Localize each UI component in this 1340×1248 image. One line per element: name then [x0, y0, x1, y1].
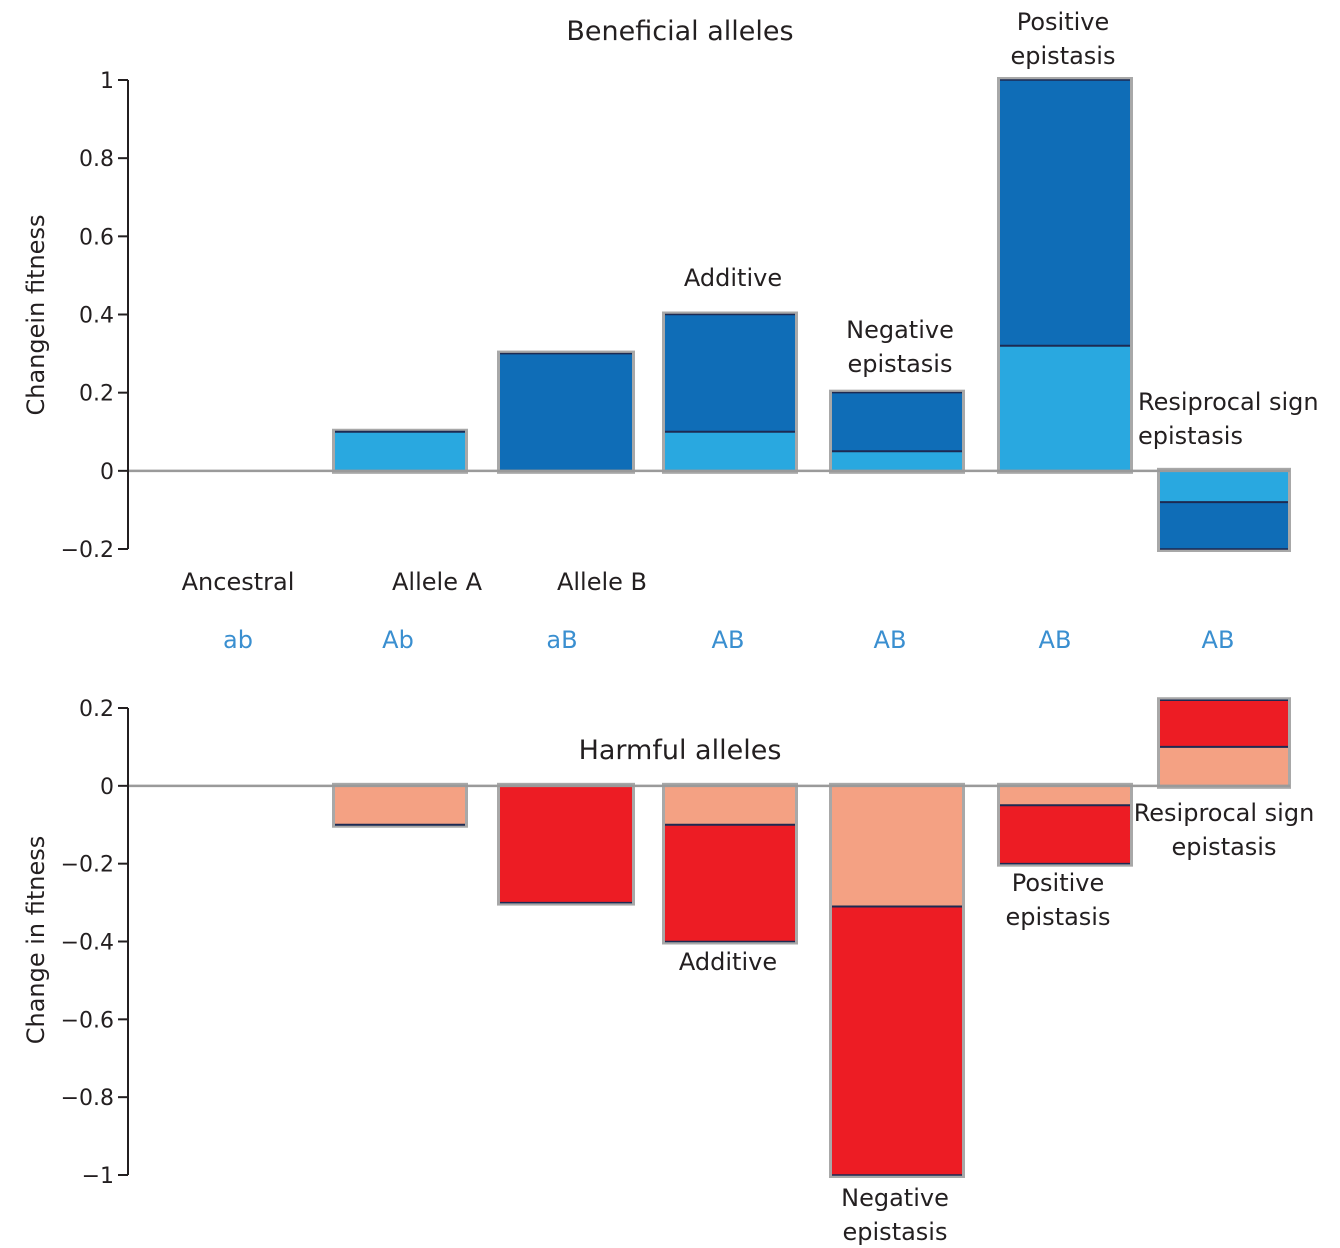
bar-segment-dark	[500, 785, 632, 903]
bar-annotation: Additive	[684, 264, 782, 292]
bar-annotation: Positive epistasis	[1006, 869, 1111, 931]
bar-annotation: Negative epistasis	[846, 316, 954, 378]
category-labels: Ancestral Allele A Allele B ab Ab aB AB AB AB AB	[182, 568, 1235, 654]
y-tick-label: −0.2	[61, 538, 114, 563]
chart-title: Beneficial alleles	[566, 16, 793, 47]
y-axis-label: Changein fitness	[22, 215, 50, 416]
bar-annotation: Resiprocal sign epistasis	[1138, 388, 1319, 450]
genotype-label: AB	[874, 626, 907, 654]
y-tick-label: 0	[100, 460, 114, 485]
bar-segment-light	[1160, 470, 1288, 503]
y-tick-label: 0.2	[79, 382, 114, 407]
bar-segment-light	[1160, 746, 1288, 786]
category-label: Allele B	[557, 568, 647, 596]
bar-segment-light	[665, 431, 795, 471]
bar-segment-dark	[1160, 700, 1288, 747]
y-tick-label: 0.4	[79, 304, 114, 329]
bar-segment-light	[1000, 345, 1130, 471]
bar-annotation: Resiprocal sign epistasis	[1134, 799, 1315, 861]
y-tick-label: −1	[82, 1164, 114, 1189]
y-tick-label: −0.2	[61, 853, 114, 878]
y-tick-label: 0.8	[79, 147, 114, 172]
y-tick-label: −0.4	[61, 931, 114, 956]
y-tick-label: 0	[100, 775, 114, 800]
bars-group	[332, 77, 1291, 552]
y-tick-label: 1	[100, 69, 114, 94]
bar-segment-dark	[500, 353, 632, 471]
genotype-label: AB	[712, 626, 745, 654]
genotype-label: Ab	[382, 626, 414, 654]
genotype-label: AB	[1202, 626, 1235, 654]
category-label: Allele A	[392, 568, 483, 596]
annotations-group: Additive Negative epistasis Positive epistas…	[679, 799, 1314, 1246]
y-tick-label: 0.6	[79, 225, 114, 250]
category-label: Ancestral	[182, 568, 295, 596]
y-tick-label: −0.6	[61, 1008, 114, 1033]
genotype-label: aB	[546, 626, 577, 654]
axes-group: 1 0.8 0.6 0.4 0.2 0 −0.2	[61, 69, 1290, 563]
bar-segment-light	[832, 451, 962, 471]
bar-segment-light	[1000, 785, 1130, 806]
bar-segment-light	[665, 785, 795, 825]
bar-segment-light	[335, 431, 465, 471]
beneficial-panel: Beneficial alleles Changein fitness 1 0.8…	[22, 8, 1319, 563]
annotations-group: Additive Negative epistasis Positive epistas…	[684, 8, 1319, 450]
bar-segment-dark	[1000, 805, 1130, 864]
chart-title: Harmful alleles	[579, 735, 782, 766]
y-tick-label: −0.8	[61, 1086, 114, 1111]
y-axis-label: Change in fitness	[22, 836, 50, 1045]
genotype-label: AB	[1039, 626, 1072, 654]
bar-segment-dark	[1000, 80, 1130, 346]
genotype-label: ab	[223, 626, 253, 654]
harmful-panel: Harmful alleles Change in fitness 0.2 0 −0…	[22, 697, 1314, 1246]
axes-group: 0.2 0 −0.2 −0.4 −0.6 −0.8 −1	[61, 697, 1290, 1189]
bar-segment-light	[335, 785, 465, 825]
bar-segment-light	[832, 785, 962, 907]
bar-segment-dark	[665, 314, 795, 432]
bar-segment-dark	[665, 824, 795, 942]
bars-group	[332, 697, 1291, 1178]
bar-annotation: Additive	[679, 948, 777, 976]
bar-annotation: Negative epistasis	[841, 1184, 949, 1246]
bar-segment-dark	[1160, 502, 1288, 549]
bar-segment-dark	[832, 906, 962, 1175]
y-tick-label: 0.2	[79, 697, 114, 722]
bar-segment-dark	[832, 392, 962, 452]
bar-annotation: Positive epistasis	[1011, 8, 1116, 70]
